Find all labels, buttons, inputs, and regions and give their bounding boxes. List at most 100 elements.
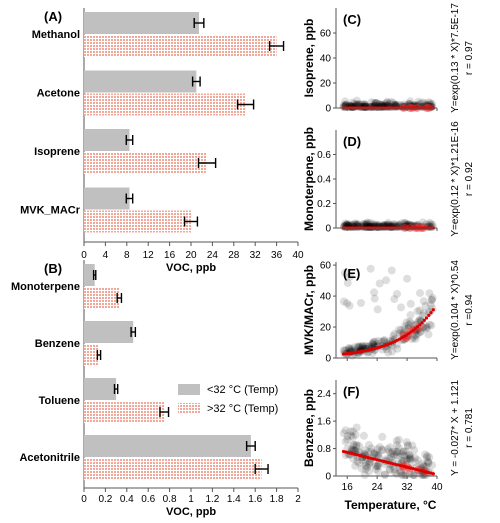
scatter-point bbox=[385, 465, 394, 474]
scatter-point bbox=[393, 441, 401, 450]
scatter-point bbox=[343, 299, 351, 308]
scatter-point bbox=[349, 441, 358, 450]
y-tick-label: 0 bbox=[325, 104, 331, 115]
scatter-point bbox=[366, 218, 375, 227]
fit-curve bbox=[341, 449, 435, 476]
scatter-point bbox=[411, 453, 419, 462]
scatter-point bbox=[345, 301, 354, 310]
x-tick-label: 36 bbox=[271, 250, 283, 261]
scatter-point bbox=[406, 455, 415, 464]
scatter-point bbox=[341, 219, 350, 228]
bar-panel-0: (A) 0 4 8 12 16 20 24 28 32 36 40 VOC, ppb Methanol Ac… bbox=[20, 8, 304, 274]
scatter-point bbox=[361, 458, 370, 467]
scatter-point bbox=[419, 297, 428, 306]
scatter-point bbox=[406, 99, 415, 108]
fit-point bbox=[415, 325, 420, 329]
scatter-point bbox=[405, 451, 414, 460]
fit-point bbox=[429, 311, 433, 315]
scatter-point bbox=[380, 471, 389, 479]
scatter-point bbox=[361, 341, 370, 350]
scatter-point bbox=[419, 308, 428, 317]
scatter-point bbox=[387, 266, 396, 275]
scatter-point bbox=[406, 319, 415, 328]
scatter-point bbox=[347, 445, 356, 454]
fit-point bbox=[409, 330, 413, 334]
scatter-point bbox=[390, 450, 399, 459]
scatter-point bbox=[352, 423, 361, 432]
scatter-point bbox=[418, 311, 427, 320]
scatter-point bbox=[361, 446, 370, 455]
scatter-point bbox=[414, 100, 423, 109]
scatter-point bbox=[342, 220, 351, 229]
y-tick-label: 40 bbox=[320, 292, 332, 303]
scatter-point bbox=[416, 327, 425, 336]
scatter-point bbox=[399, 447, 408, 456]
x-axis-title: Temperature, °C bbox=[345, 498, 437, 512]
y-tick-label: 40 bbox=[320, 54, 332, 65]
bar-high bbox=[84, 344, 99, 366]
bar-high bbox=[84, 152, 208, 174]
scatter-point bbox=[404, 100, 413, 108]
scatter-point bbox=[365, 467, 373, 476]
scatter-point bbox=[411, 334, 420, 343]
scatter-point bbox=[382, 276, 391, 285]
y-tick-label: 0 bbox=[325, 354, 331, 365]
legend-label-high: >32 °C (Temp) bbox=[207, 403, 278, 415]
scatter-point bbox=[399, 456, 408, 465]
scatter-point bbox=[385, 99, 394, 108]
scatter-point bbox=[343, 432, 352, 441]
scatter-point bbox=[359, 220, 368, 229]
bar-high bbox=[84, 93, 246, 116]
scatter-panel-3: 0 0.8 1.6 2.4 16 24 32 40 Temperature, °C (F) Benz… bbox=[302, 380, 475, 512]
scatter-point bbox=[400, 451, 409, 460]
y-tick-label: 20 bbox=[320, 323, 332, 334]
scatter-point bbox=[390, 295, 399, 304]
scatter-point bbox=[395, 452, 404, 461]
scatter-point bbox=[395, 329, 404, 337]
scatter-point bbox=[354, 342, 363, 351]
scatter-point bbox=[404, 442, 412, 451]
bar-high bbox=[84, 458, 262, 480]
scatter-point bbox=[378, 446, 387, 455]
scatter-point bbox=[401, 325, 410, 334]
fit-r-value: r = 0.92 bbox=[464, 161, 475, 196]
scatter-point bbox=[343, 279, 352, 287]
scatter-point bbox=[368, 339, 377, 348]
scatter-point bbox=[404, 321, 413, 329]
scatter-point bbox=[415, 306, 424, 315]
scatter-point bbox=[394, 443, 403, 452]
panel-label: (B) bbox=[44, 261, 62, 276]
scatter-point bbox=[348, 433, 357, 442]
scatter-point bbox=[370, 288, 379, 297]
panel-label: (F) bbox=[343, 384, 360, 399]
scatter-panel-2: 0 20 40 60 (E) MVK/MACr, ppb Y=exp(0.104 * X)*… bbox=[302, 260, 475, 365]
scatter-point bbox=[369, 337, 378, 346]
fit-point bbox=[420, 321, 424, 325]
x-axis-title: VOC, ppb bbox=[166, 506, 216, 518]
scatter-point bbox=[383, 98, 391, 107]
scatter-point bbox=[405, 317, 414, 326]
scatter-point bbox=[383, 98, 392, 107]
scatter-point bbox=[354, 100, 363, 109]
scatter-point bbox=[351, 430, 360, 439]
scatter-point bbox=[355, 100, 364, 109]
bar-low bbox=[84, 187, 130, 210]
scatter-point bbox=[373, 305, 382, 314]
bar-high bbox=[84, 210, 191, 233]
scatter-point bbox=[401, 219, 410, 228]
category-label: Benzene bbox=[35, 338, 80, 350]
scatter-point bbox=[421, 450, 430, 459]
scatter-point bbox=[413, 329, 422, 338]
scatter-point bbox=[389, 98, 398, 107]
scatter-point bbox=[348, 427, 357, 436]
scatter-point bbox=[420, 99, 429, 108]
scatter-point bbox=[357, 464, 366, 473]
scatter-point bbox=[367, 98, 376, 107]
scatter-point bbox=[354, 220, 363, 229]
scatter-point bbox=[339, 429, 348, 438]
y-tick-label: 0.4 bbox=[317, 175, 331, 186]
fit-equation: Y=exp(0.13 * X)*7.5E-17 bbox=[450, 3, 461, 113]
scatter-point bbox=[421, 301, 430, 310]
scatter-point bbox=[390, 329, 399, 338]
